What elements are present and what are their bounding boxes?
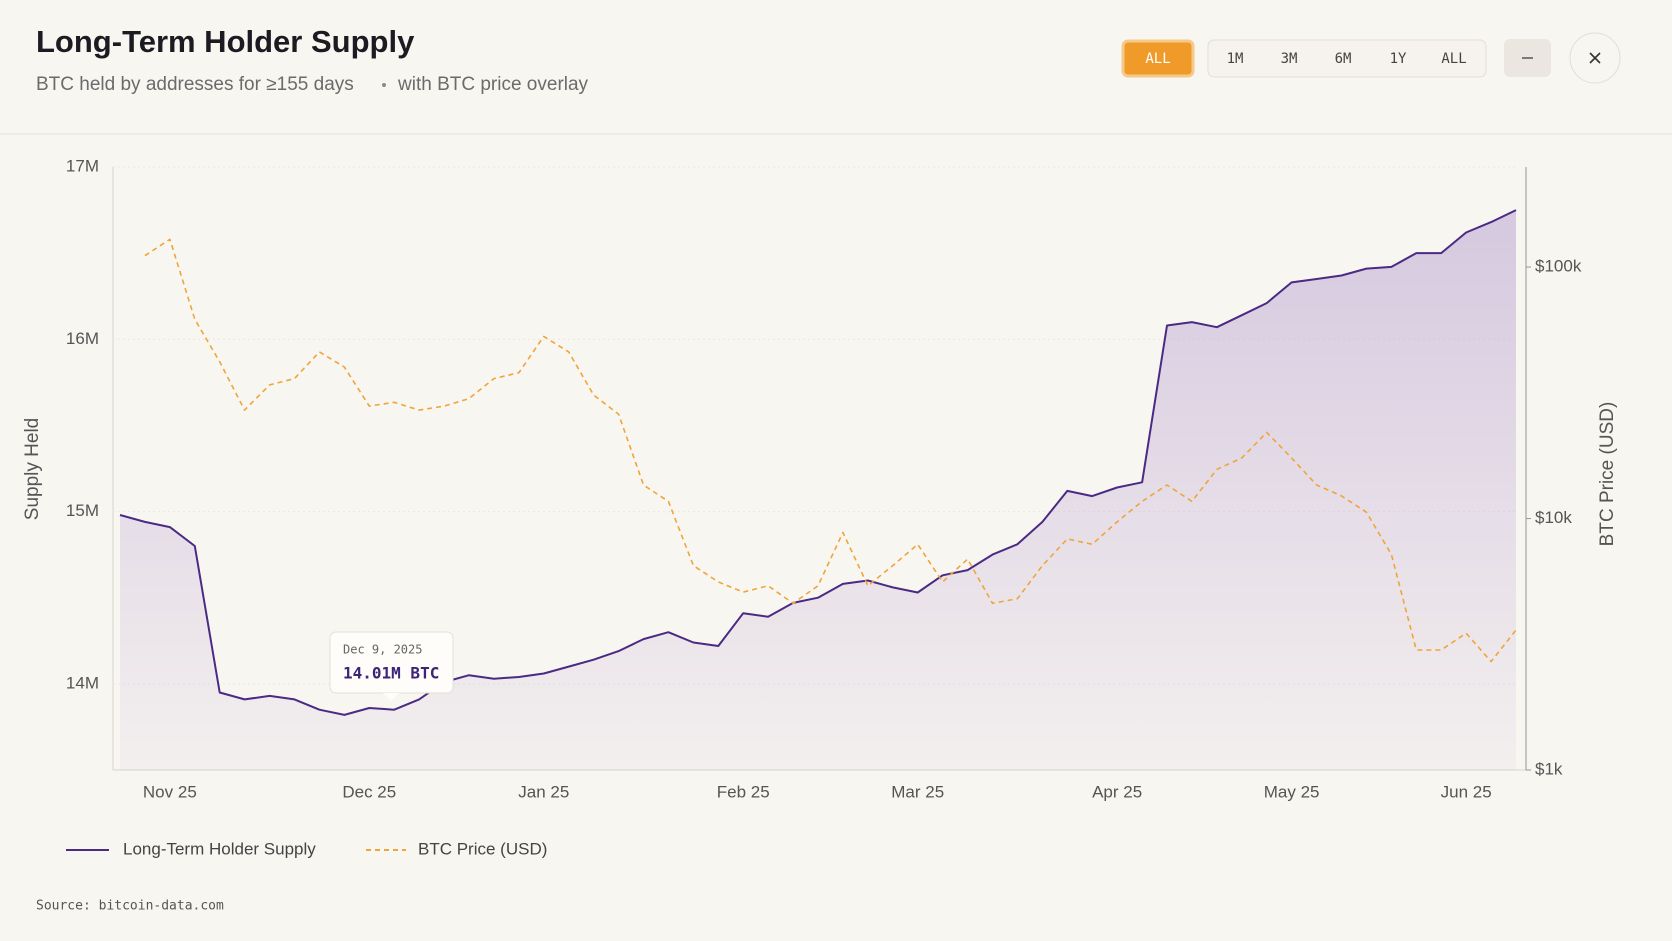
legend-label: Long-Term Holder Supply bbox=[123, 839, 316, 858]
range-button-label[interactable]: ALL bbox=[1145, 51, 1170, 67]
y-axis-label: Supply Held bbox=[22, 418, 43, 520]
y-tick-label: 17M bbox=[66, 156, 99, 175]
y-tick-label: 14M bbox=[66, 673, 99, 692]
x-tick-label: Feb 25 bbox=[717, 782, 770, 801]
x-tick-label: Dec 25 bbox=[342, 782, 396, 801]
range-button[interactable]: 3M bbox=[1281, 51, 1298, 67]
tooltip: Dec 9, 2025 14.01M BTC bbox=[329, 631, 454, 701]
x-tick-label: Apr 25 bbox=[1092, 782, 1142, 801]
range-button[interactable]: 6M bbox=[1335, 51, 1352, 67]
area-fill bbox=[120, 210, 1516, 771]
tooltip-date: Dec 9, 2025 bbox=[343, 643, 422, 657]
x-tick-label: Mar 25 bbox=[891, 782, 944, 801]
range-button[interactable]: 1M bbox=[1227, 51, 1244, 67]
y-tick-label: 15M bbox=[66, 501, 99, 520]
range-button[interactable]: ALL bbox=[1441, 51, 1466, 67]
tooltip-pointer bbox=[383, 693, 399, 701]
subtitle: with BTC price overlay bbox=[397, 74, 589, 95]
y2-tick-label: $1k bbox=[1535, 759, 1563, 778]
y2-axis-label: BTC Price (USD) bbox=[1597, 402, 1618, 547]
x-tick-label: Jun 25 bbox=[1441, 782, 1492, 801]
range-group bbox=[1207, 39, 1487, 78]
y-tick-label: 16M bbox=[66, 329, 99, 348]
source-note: Source: bitcoin-data.com bbox=[36, 899, 224, 914]
range-button-active[interactable] bbox=[1121, 39, 1195, 78]
legend-label: BTC Price (USD) bbox=[418, 839, 547, 858]
tooltip-box bbox=[329, 631, 454, 694]
chart-title: Long-Term Holder Supply bbox=[36, 24, 415, 59]
series-line bbox=[144, 238, 1517, 663]
x-tick-label: Jan 25 bbox=[518, 782, 569, 801]
tooltip-value: 14.01M BTC bbox=[343, 664, 439, 683]
subtitle: BTC held by addresses for ≥155 days bbox=[36, 74, 354, 95]
series-line bbox=[119, 209, 1517, 716]
range-button[interactable]: 1Y bbox=[1390, 51, 1407, 67]
x-tick-label: Nov 25 bbox=[143, 782, 197, 801]
y2-tick-label: $10k bbox=[1535, 508, 1572, 527]
x-tick-label: May 25 bbox=[1264, 782, 1320, 801]
y2-tick-label: $100k bbox=[1535, 257, 1582, 276]
close-icon bbox=[1589, 52, 1601, 64]
separator-dot bbox=[382, 83, 386, 87]
